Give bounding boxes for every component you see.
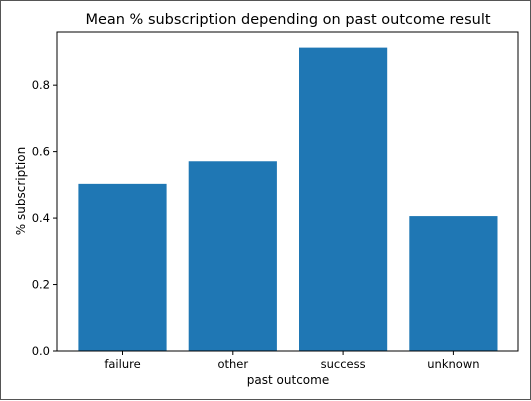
x-tick-label: failure <box>104 357 140 371</box>
y-tick-label: 0.8 <box>32 78 50 92</box>
y-axis-ticks: 0.0 0.2 0.4 0.6 0.8 <box>32 78 57 358</box>
bars-group <box>78 47 498 352</box>
x-axis-ticks: failure other success unknown <box>104 351 480 371</box>
chart-title: Mean % subscription depending on past ou… <box>85 12 490 28</box>
y-tick-label: 0.4 <box>32 211 50 225</box>
x-tick-label: success <box>321 357 366 371</box>
plot-area-frame <box>56 31 519 352</box>
x-tick-label: unknown <box>427 357 479 371</box>
bar-success <box>299 47 388 352</box>
y-tick-label: 0.2 <box>32 278 50 292</box>
x-tick-label: other <box>217 357 248 371</box>
bar-unknown <box>409 216 498 351</box>
bar-failure <box>78 183 167 351</box>
y-tick-label: 0.6 <box>32 145 50 159</box>
x-axis-label: past outcome <box>247 373 329 387</box>
bar-other <box>188 161 277 351</box>
y-axis-label: % subscription <box>14 147 28 235</box>
y-tick-label: 0.0 <box>32 344 50 358</box>
